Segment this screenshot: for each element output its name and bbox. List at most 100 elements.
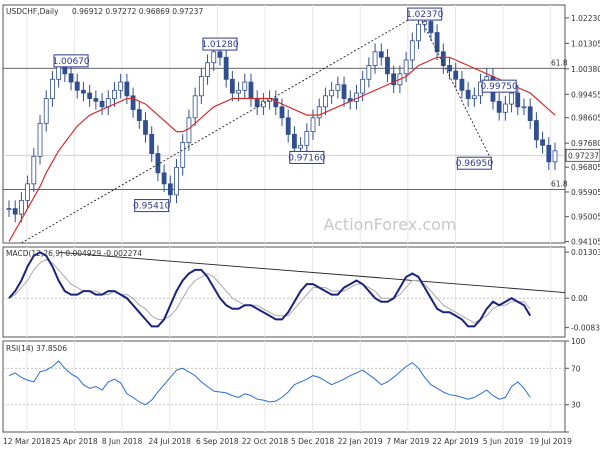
- candle-body: [515, 92, 521, 108]
- trendline-rising: [21, 13, 419, 244]
- candle-body: [149, 133, 155, 154]
- price-annotation: 1.02370: [406, 10, 443, 20]
- candle-body: [167, 183, 173, 196]
- current-price-tag: [565, 148, 600, 162]
- chart-title: USDCHF,Daily: [6, 7, 59, 16]
- candle-body: [403, 59, 409, 75]
- candle-body: [248, 81, 254, 99]
- rsi-tick-label: 30: [571, 401, 581, 410]
- candle-body: [143, 120, 148, 135]
- price-tick-label: 0.96805: [571, 163, 600, 172]
- candle-body: [428, 21, 434, 33]
- candle-body: [56, 65, 62, 80]
- candle-body: [366, 65, 372, 80]
- candle-body: [6, 208, 12, 211]
- candle-body: [273, 98, 279, 108]
- candle-body: [471, 95, 477, 99]
- candle-body: [50, 78, 55, 99]
- price-tick-label: 1.01305: [571, 39, 600, 48]
- candle-body: [422, 21, 428, 25]
- fib-label: 61.8: [551, 58, 568, 67]
- x-tick-label: 24 Jul 2018: [148, 437, 191, 446]
- candle-body: [323, 95, 328, 108]
- candle-body: [43, 98, 49, 124]
- candle-body: [223, 56, 229, 80]
- candle-body: [527, 106, 533, 121]
- price-tick-label: 1.02230: [571, 14, 600, 23]
- candle-body: [87, 92, 93, 99]
- macd-tick-label: 0.00: [571, 294, 588, 303]
- candle-body: [372, 51, 378, 66]
- candle-body: [217, 51, 223, 58]
- fib-label: 61.8: [551, 179, 568, 188]
- candle-body: [31, 155, 37, 185]
- x-tick-label: 5 Dec 2018: [291, 437, 334, 446]
- x-tick-label: 22 Apr 2019: [432, 437, 479, 446]
- price-tick-label: 0.95005: [571, 213, 600, 222]
- rsi-line: [8, 360, 531, 406]
- price-annotation-box: [481, 79, 517, 93]
- candle-body: [292, 133, 297, 149]
- candle-body: [25, 183, 31, 201]
- candle-body: [453, 70, 459, 80]
- candle-body: [316, 106, 322, 119]
- macd-signal-line: [8, 258, 531, 324]
- candle-body: [118, 81, 124, 91]
- candle-body: [236, 89, 241, 94]
- candle-body: [37, 122, 43, 157]
- candle-body: [205, 62, 210, 77]
- macd-title: MACD(12,26,9) 0.004929 -0.002274: [6, 249, 142, 258]
- candle-body: [409, 40, 415, 61]
- candle-body: [378, 51, 384, 58]
- price-annotation: 0.96950: [456, 159, 493, 169]
- candle-body: [329, 89, 335, 97]
- candle-body: [385, 56, 390, 75]
- candle-body: [521, 106, 527, 109]
- candle-body: [74, 81, 80, 91]
- candle-body: [310, 117, 316, 132]
- candle-body: [465, 89, 471, 99]
- price-tick-label: 1.00380: [571, 65, 600, 74]
- price-annotation-box: [53, 54, 89, 68]
- x-tick-label: 6 Sep 2018: [196, 437, 239, 446]
- candle-body: [440, 51, 446, 66]
- price-tick-label: 0.95905: [571, 188, 600, 197]
- x-tick-label: 19 Jul 2019: [529, 437, 572, 446]
- candle-body: [335, 84, 341, 91]
- current-price-value: 0.97237: [568, 151, 599, 160]
- price-tick-label: 0.94105: [571, 237, 600, 246]
- candle-body: [285, 117, 291, 135]
- candle-body: [242, 81, 248, 91]
- price-annotation-box: [134, 199, 170, 213]
- candle-body: [459, 78, 465, 91]
- price-annotation-box: [289, 150, 325, 164]
- candle-body: [174, 166, 179, 196]
- candle-body: [546, 144, 552, 163]
- ma-line: [8, 56, 556, 242]
- candle-body: [434, 32, 440, 53]
- candle-body: [502, 103, 508, 113]
- candle-body: [180, 142, 186, 168]
- candle-body: [155, 153, 161, 174]
- macd-tick-label: 0.013034: [571, 248, 600, 257]
- candle-body: [304, 131, 310, 146]
- candle-body: [341, 84, 347, 99]
- price-annotation: 0.97160: [288, 153, 325, 163]
- price-annotation-box: [456, 156, 492, 170]
- candle-body: [112, 89, 117, 99]
- candle-body: [354, 92, 359, 102]
- candle-body: [298, 144, 304, 149]
- price-tick-label: 0.98605: [571, 114, 600, 123]
- candle-body: [136, 109, 142, 121]
- panel-frame-0: [2, 4, 566, 244]
- price-tick-label: 0.97680: [571, 139, 600, 148]
- candle-body: [161, 172, 167, 185]
- x-tick-label: 8 Jun 2018: [102, 437, 143, 446]
- candle-body: [254, 98, 260, 108]
- candle-body: [540, 139, 545, 146]
- candle-body: [360, 78, 366, 94]
- price-annotation: 1.00670: [52, 57, 89, 67]
- candle-body: [416, 23, 421, 42]
